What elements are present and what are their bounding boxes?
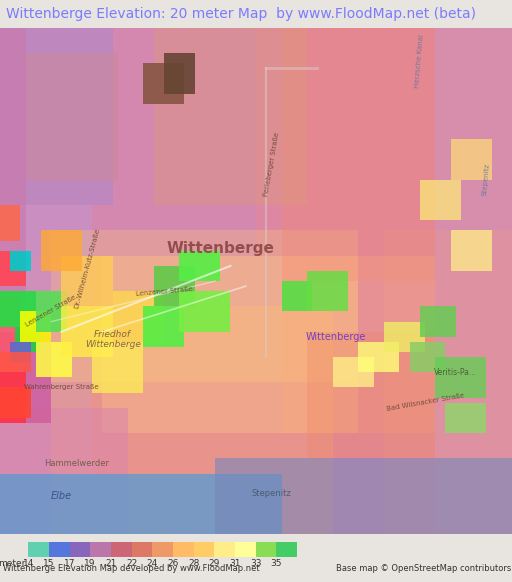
- Text: Wittenberge: Wittenberge: [305, 332, 366, 342]
- Bar: [435, 28, 512, 534]
- Bar: [61, 306, 113, 357]
- Bar: [0, 205, 20, 240]
- Text: 17: 17: [64, 559, 75, 568]
- Text: Lenzener Straße: Lenzener Straße: [135, 286, 193, 297]
- Text: Herzsche Kanal: Herzsche Kanal: [415, 34, 425, 88]
- Text: 35: 35: [270, 559, 282, 568]
- Bar: [154, 28, 307, 205]
- Text: Hammelwerder: Hammelwerder: [45, 459, 109, 468]
- Text: Stepenitz: Stepenitz: [251, 489, 291, 498]
- Bar: [132, 542, 152, 557]
- Text: Base map © OpenStreetMap contributors: Base map © OpenStreetMap contributors: [336, 565, 511, 573]
- Bar: [384, 322, 425, 352]
- Bar: [420, 180, 461, 221]
- Text: Wittenberge Elevation: 20 meter Map  by www.FloodMap.net (beta): Wittenberge Elevation: 20 meter Map by w…: [6, 7, 476, 21]
- Bar: [0, 407, 128, 534]
- Text: Bad Wilsnacker Straße: Bad Wilsnacker Straße: [386, 393, 464, 413]
- Bar: [49, 542, 70, 557]
- Bar: [61, 256, 113, 306]
- Bar: [358, 342, 399, 372]
- Bar: [10, 342, 31, 362]
- Text: Elbe: Elbe: [51, 491, 72, 501]
- Text: 26: 26: [167, 559, 179, 568]
- Bar: [0, 372, 26, 423]
- Bar: [179, 291, 230, 332]
- Bar: [0, 251, 26, 286]
- Text: meter: meter: [0, 559, 26, 568]
- Bar: [0, 474, 282, 534]
- Bar: [70, 542, 90, 557]
- Bar: [384, 230, 512, 534]
- Bar: [0, 205, 92, 534]
- Bar: [154, 266, 195, 306]
- Bar: [235, 542, 255, 557]
- Bar: [28, 542, 49, 557]
- Bar: [282, 281, 312, 311]
- Bar: [143, 63, 184, 104]
- Bar: [41, 230, 82, 271]
- Bar: [451, 230, 492, 271]
- Bar: [152, 542, 173, 557]
- Bar: [0, 296, 20, 372]
- Bar: [420, 306, 456, 337]
- Bar: [0, 291, 36, 327]
- Bar: [307, 271, 348, 311]
- Bar: [36, 291, 67, 332]
- Bar: [143, 306, 184, 347]
- Text: Wahrenberger Straße: Wahrenberger Straße: [24, 385, 99, 391]
- Text: Friedhof
Wittenberge: Friedhof Wittenberge: [84, 329, 141, 349]
- Bar: [26, 54, 118, 180]
- Text: Dr.-Wilhelm-Kutz-Straße: Dr.-Wilhelm-Kutz-Straße: [73, 228, 101, 310]
- Bar: [51, 307, 333, 534]
- Bar: [113, 291, 164, 342]
- Text: 29: 29: [208, 559, 220, 568]
- Bar: [282, 256, 435, 433]
- Text: Perleberger Straße: Perleberger Straße: [263, 132, 280, 197]
- Bar: [92, 342, 143, 392]
- Bar: [0, 28, 113, 205]
- Bar: [36, 342, 72, 377]
- Bar: [0, 332, 51, 423]
- Text: 22: 22: [126, 559, 137, 568]
- Text: Wittenberge: Wittenberge: [166, 241, 274, 255]
- Bar: [179, 251, 220, 281]
- Bar: [164, 54, 195, 94]
- Bar: [0, 28, 26, 306]
- Bar: [276, 542, 297, 557]
- Bar: [307, 332, 435, 459]
- Text: 33: 33: [250, 559, 261, 568]
- Text: 21: 21: [105, 559, 117, 568]
- Bar: [20, 311, 51, 342]
- Bar: [90, 542, 111, 557]
- Bar: [173, 542, 194, 557]
- Bar: [111, 542, 132, 557]
- Bar: [10, 251, 31, 271]
- Bar: [214, 542, 235, 557]
- Bar: [435, 357, 486, 398]
- Text: Wittenberge Elevation Map developed by www.FloodMap.net: Wittenberge Elevation Map developed by w…: [3, 565, 259, 573]
- Bar: [51, 230, 358, 382]
- Bar: [410, 342, 445, 372]
- Bar: [0, 388, 31, 418]
- Text: 15: 15: [43, 559, 55, 568]
- Bar: [255, 542, 276, 557]
- Bar: [215, 459, 512, 534]
- Bar: [451, 139, 492, 180]
- Bar: [0, 352, 31, 372]
- Bar: [0, 28, 256, 256]
- Text: 24: 24: [146, 559, 158, 568]
- Bar: [445, 403, 486, 433]
- Text: 28: 28: [188, 559, 199, 568]
- Text: 14: 14: [23, 559, 34, 568]
- Bar: [282, 28, 435, 281]
- Text: Stepenitz: Stepenitz: [482, 163, 491, 197]
- Bar: [15, 327, 41, 352]
- Text: Lenzener Straße: Lenzener Straße: [25, 294, 77, 328]
- Bar: [333, 357, 374, 388]
- Text: 31: 31: [229, 559, 241, 568]
- Text: Veritis-Pa...: Veritis-Pa...: [434, 368, 477, 377]
- Bar: [102, 256, 358, 433]
- Bar: [194, 542, 214, 557]
- Text: 19: 19: [84, 559, 96, 568]
